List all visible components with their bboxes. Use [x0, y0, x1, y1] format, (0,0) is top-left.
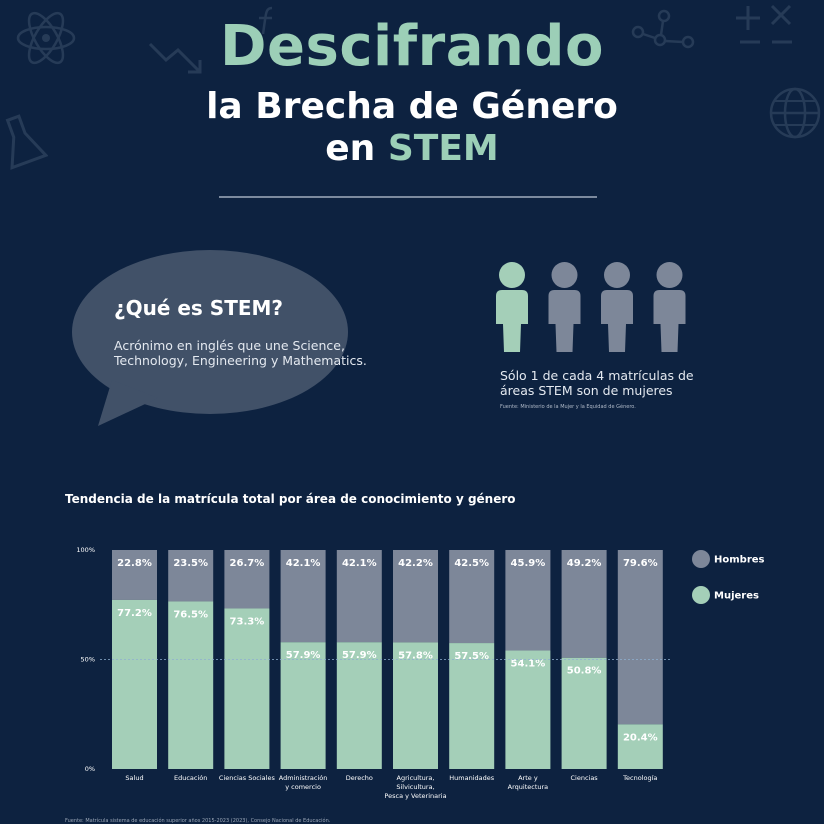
category-label: Ciencias Sociales [219, 774, 276, 782]
footer-source: Fuente: Matrícula sistema de educación s… [65, 818, 331, 824]
data-label-mujeres: 57.9% [286, 650, 321, 661]
data-label-hombres: 42.1% [286, 558, 321, 569]
category-label: Silvicultura, [396, 783, 434, 791]
y-tick-label: 100% [76, 546, 95, 554]
bar-mujeres [224, 608, 270, 769]
bar-mujeres [449, 643, 495, 769]
data-label-mujeres: 57.9% [342, 650, 377, 661]
flask-icon [5, 114, 48, 170]
data-label-mujeres: 20.4% [623, 732, 658, 743]
category-label: y comercio [285, 783, 321, 791]
data-label-hombres: 42.5% [454, 558, 489, 569]
title-line-1: Descifrando [220, 14, 604, 79]
data-label-hombres: 26.7% [230, 558, 265, 569]
category-label: Humanidades [449, 774, 494, 782]
legend-swatch [692, 586, 710, 604]
category-label: Salud [125, 774, 143, 782]
data-label-hombres: 22.8% [117, 558, 152, 569]
y-tick-label: 50% [81, 656, 95, 664]
y-tick-label: 0% [85, 765, 95, 773]
bar-hombres [505, 550, 551, 651]
woman-person-icon [496, 262, 528, 352]
data-label-mujeres: 77.2% [117, 608, 152, 619]
title-line-3: en STEM [0, 128, 824, 169]
stat-text: Sólo 1 de cada 4 matrículas de áreas STE… [500, 368, 694, 398]
bar-mujeres [505, 650, 551, 769]
stem-definition: Acrónimo en inglés que une Science, Tech… [114, 338, 367, 368]
title-divider [219, 196, 597, 198]
category-label: Pesca y Veterinaria [384, 792, 446, 800]
math-operators-icon [736, 4, 792, 44]
category-label: Educación [174, 774, 207, 782]
function-icon [259, 6, 273, 35]
data-label-hombres: 42.2% [398, 558, 433, 569]
data-label-hombres: 49.2% [567, 558, 602, 569]
data-label-hombres: 42.1% [342, 558, 377, 569]
bar-hombres [393, 550, 438, 643]
molecule-icon [631, 9, 695, 49]
bar-hombres [336, 550, 382, 643]
man-person-icon [653, 262, 686, 352]
bar-mujeres [561, 657, 607, 769]
stat-source: Fuente: Ministerio de la Mujer y la Equi… [500, 404, 636, 410]
bar-hombres [224, 550, 270, 609]
bar-mujeres [168, 601, 214, 769]
data-label-mujeres: 50.8% [567, 666, 602, 677]
category-label: Ciencias [570, 774, 598, 782]
legend-label: Hombres [714, 555, 765, 566]
category-label: Administración [279, 774, 328, 782]
chart-title: Tendencia de la matrícula total por área… [65, 492, 516, 506]
title-line-2: la Brecha de Género [206, 86, 618, 127]
bar-hombres [561, 550, 607, 658]
bar-hombres [617, 550, 663, 725]
title-line-3-prefix: en [325, 128, 376, 169]
bar-hombres [112, 550, 157, 600]
data-label-mujeres: 54.1% [511, 659, 546, 670]
globe-icon [769, 87, 821, 139]
bar-mujeres [112, 599, 157, 769]
trend-arrow-icon [148, 42, 202, 74]
category-label: Arte y [518, 774, 538, 782]
bar-mujeres [617, 724, 663, 769]
atom-icon [16, 11, 76, 65]
data-label-mujeres: 76.5% [173, 609, 208, 620]
people-icons [496, 262, 686, 352]
bar-hombres [449, 550, 495, 644]
bar-mujeres [280, 642, 326, 769]
man-person-icon [548, 262, 581, 352]
man-person-icon [601, 262, 633, 352]
bar-mujeres [393, 642, 438, 769]
bar-hombres [168, 550, 214, 602]
category-label: Agricultura, [397, 774, 435, 782]
data-label-hombres: 23.5% [173, 558, 208, 569]
title-highlight-stem: STEM [387, 128, 499, 169]
data-label-hombres: 79.6% [623, 558, 658, 569]
bar-mujeres [336, 642, 382, 769]
data-label-mujeres: 57.8% [398, 650, 433, 661]
legend-label: Mujeres [714, 591, 759, 602]
category-label: Arquitectura [508, 783, 549, 791]
data-label-mujeres: 57.5% [454, 651, 489, 662]
category-label: Tecnología [622, 774, 657, 782]
category-label: Derecho [346, 774, 373, 782]
data-label-hombres: 45.9% [511, 558, 546, 569]
stem-question: ¿Qué es STEM? [114, 296, 284, 320]
legend-swatch [692, 550, 710, 568]
bar-hombres [280, 550, 326, 643]
data-label-mujeres: 73.3% [230, 616, 265, 627]
